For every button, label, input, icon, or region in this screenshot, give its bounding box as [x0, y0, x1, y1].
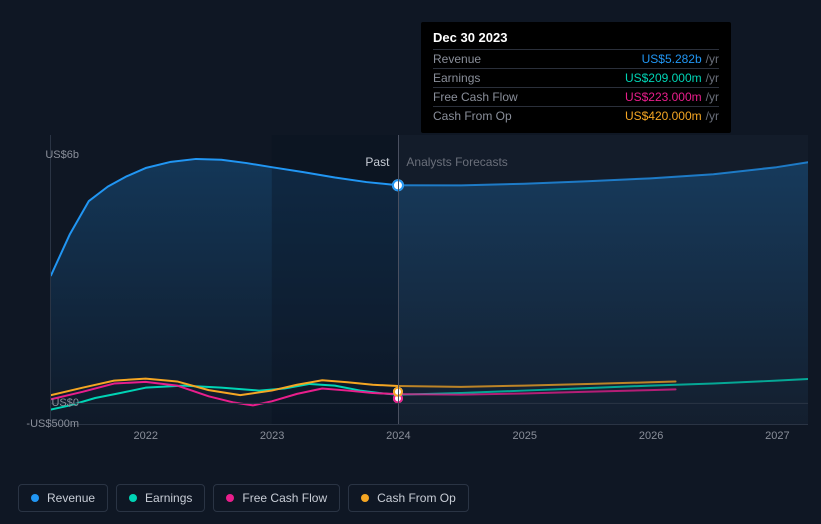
legend-item[interactable]: Revenue	[18, 484, 108, 512]
legend-dot	[129, 494, 137, 502]
legend-label: Revenue	[47, 491, 95, 505]
y-axis-label: -US$500m	[21, 418, 79, 430]
y-axis-label: US$6b	[21, 149, 79, 161]
tooltip-row-label: Cash From Op	[433, 109, 512, 123]
legend-dot	[31, 494, 39, 502]
legend-dot	[226, 494, 234, 502]
tooltip-row-value: US$223.000m	[625, 90, 702, 104]
tooltip-row-unit: /yr	[706, 71, 719, 85]
tooltip-row: Revenue US$5.282b/yr	[433, 49, 719, 68]
tooltip-row-value-wrap: US$223.000m/yr	[625, 90, 719, 104]
x-axis-label: 2025	[513, 430, 537, 442]
tooltip-row-label: Earnings	[433, 71, 480, 85]
legend-label: Free Cash Flow	[242, 491, 327, 505]
x-axis-label: 2024	[386, 430, 410, 442]
tooltip-row-value-wrap: US$420.000m/yr	[625, 109, 719, 123]
legend-item[interactable]: Earnings	[116, 484, 205, 512]
legend-item[interactable]: Cash From Op	[348, 484, 469, 512]
legend-dot	[361, 494, 369, 502]
x-axis-label: 2023	[260, 430, 284, 442]
cursor-line	[398, 135, 399, 424]
plot-svg	[51, 135, 808, 424]
tooltip-row-value: US$209.000m	[625, 71, 702, 85]
region-label-past: Past	[365, 155, 389, 169]
region-label-forecast: Analysts Forecasts	[406, 155, 507, 169]
tooltip-row-value-wrap: US$5.282b/yr	[642, 52, 719, 66]
tooltip-date: Dec 30 2023	[433, 30, 719, 45]
x-axis-label: 2022	[134, 430, 158, 442]
legend-label: Cash From Op	[377, 491, 456, 505]
tooltip-row-label: Revenue	[433, 52, 481, 66]
x-axis-label: 2026	[639, 430, 663, 442]
plot-area[interactable]: PastAnalysts ForecastsUS$6bUS$0-US$500m2…	[50, 135, 808, 425]
tooltip-rows: Revenue US$5.282b/yr Earnings US$209.000m/y…	[433, 49, 719, 125]
x-axis-label: 2027	[765, 430, 789, 442]
y-axis-label: US$0	[21, 397, 79, 409]
tooltip-row-value: US$420.000m	[625, 109, 702, 123]
tooltip-row: Earnings US$209.000m/yr	[433, 68, 719, 87]
legend-item[interactable]: Free Cash Flow	[213, 484, 340, 512]
legend: Revenue Earnings Free Cash Flow Cash From O…	[18, 484, 469, 512]
tooltip-row-unit: /yr	[706, 90, 719, 104]
tooltip-row: Cash From Op US$420.000m/yr	[433, 106, 719, 125]
tooltip-row-label: Free Cash Flow	[433, 90, 518, 104]
tooltip-row-unit: /yr	[706, 109, 719, 123]
tooltip-row-unit: /yr	[706, 52, 719, 66]
financial-chart[interactable]: Past Analysts Forecasts US$6b US$0 -US$500m 2…	[18, 125, 808, 455]
legend-label: Earnings	[145, 491, 192, 505]
tooltip-row-value-wrap: US$209.000m/yr	[625, 71, 719, 85]
tooltip-row: Free Cash Flow US$223.000m/yr	[433, 87, 719, 106]
tooltip: Dec 30 2023 Revenue US$5.282b/yr Earnings U…	[421, 22, 731, 133]
tooltip-row-value: US$5.282b	[642, 52, 702, 66]
